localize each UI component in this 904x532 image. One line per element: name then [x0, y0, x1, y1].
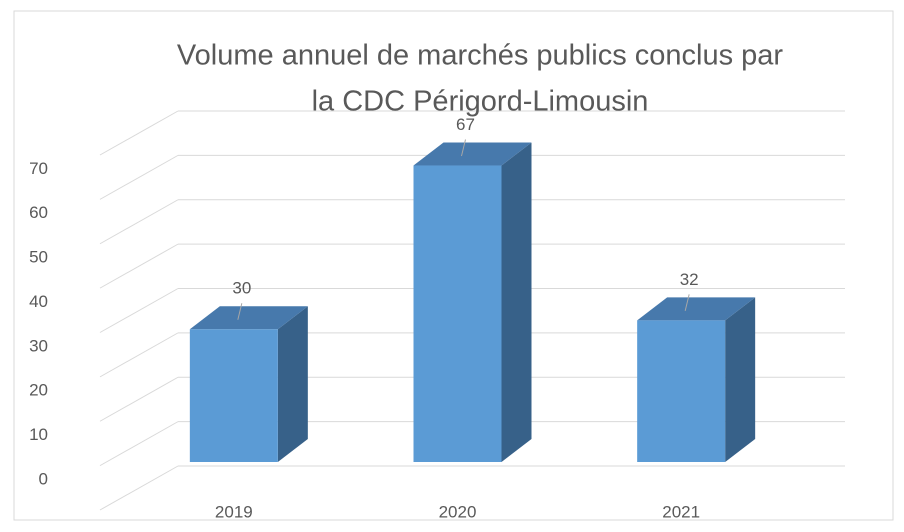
grid-line: [99, 288, 179, 333]
bar-top: [637, 297, 756, 321]
bar: [637, 320, 726, 462]
y-tick-label: 70: [29, 159, 48, 178]
bar: [189, 329, 278, 462]
grid-line: [99, 199, 179, 245]
grid-line: [99, 376, 179, 422]
grid-line: [99, 465, 179, 511]
y-tick-label: 20: [29, 381, 48, 400]
leader-line: [461, 139, 466, 157]
bars: [189, 139, 756, 462]
bar-side: [277, 306, 308, 462]
y-tick-label: 40: [29, 292, 48, 311]
x-tick-label: 2019: [215, 502, 253, 521]
grid-line: [99, 332, 179, 378]
chart-title-line: Volume annuel de marchés publics conclus…: [177, 40, 783, 72]
data-label: 30: [232, 279, 251, 298]
grid-line: [99, 421, 179, 467]
bar-top: [189, 306, 308, 330]
y-tick-label: 30: [29, 336, 48, 355]
bar-top: [413, 142, 532, 166]
y-tick-label: 0: [39, 469, 48, 488]
x-tick-label: 2020: [439, 502, 477, 521]
x-tick-label: 2021: [662, 502, 700, 521]
y-tick-label: 10: [29, 425, 48, 444]
chart-title-line: la CDC Périgord-Limousin: [312, 86, 649, 118]
data-label: 67: [456, 115, 475, 134]
bar-side: [501, 142, 532, 462]
leader-line: [684, 294, 690, 312]
grid-line: [99, 243, 179, 289]
grid-line: [99, 154, 179, 200]
bar: [413, 165, 502, 462]
bar-side: [725, 297, 756, 462]
grid-line: [99, 110, 179, 156]
y-tick-label: 50: [29, 248, 48, 267]
leader-line: [237, 303, 243, 320]
data-label: 32: [680, 270, 699, 289]
y-tick-label: 60: [29, 203, 48, 222]
